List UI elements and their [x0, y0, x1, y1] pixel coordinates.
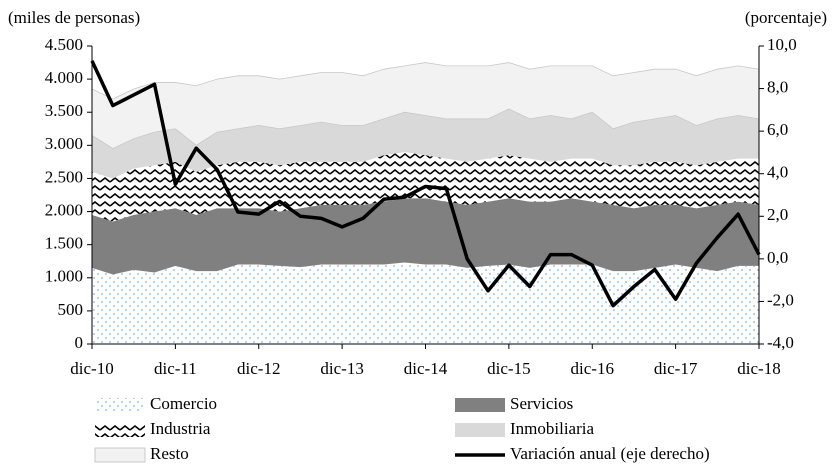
x-tick-label: dic-17 — [654, 359, 698, 378]
y2-tick-label: -2,0 — [767, 290, 794, 309]
legend-swatch — [455, 398, 505, 412]
y-tick-label: 2.000 — [45, 200, 83, 219]
y-tick-label: 3.000 — [45, 134, 83, 153]
y-tick-label: 1.500 — [45, 234, 83, 253]
y-tick-label: 500 — [58, 300, 84, 319]
x-tick-label: dic-13 — [320, 359, 363, 378]
y2-tick-label: 10,0 — [767, 35, 797, 54]
legend-label: Industria — [150, 419, 211, 438]
legend-swatch — [94, 447, 146, 463]
y-tick-label: 0 — [75, 333, 84, 352]
y-tick-label: 2.500 — [45, 167, 83, 186]
area — [92, 262, 759, 344]
legend-label: Servicios — [510, 394, 573, 413]
y-axis-label: (miles de personas) — [8, 8, 140, 27]
x-tick-label: dic-10 — [70, 359, 113, 378]
y2-tick-label: 6,0 — [767, 120, 788, 139]
y-tick-label: 4.500 — [45, 35, 83, 54]
y2-tick-label: -4,0 — [767, 333, 794, 352]
y-tick-label: 4.000 — [45, 68, 83, 87]
x-tick-label: dic-14 — [404, 359, 448, 378]
x-tick-label: dic-16 — [571, 359, 614, 378]
y2-tick-label: 2,0 — [767, 205, 788, 224]
legend-swatch — [95, 423, 145, 437]
legend-swatch — [455, 423, 505, 437]
y2-tick-label: 0,0 — [767, 248, 788, 267]
y-tick-label: 3.500 — [45, 101, 83, 120]
area — [92, 108, 759, 179]
legend-label: Variación anual (eje derecho) — [510, 444, 710, 463]
x-tick-label: dic-15 — [487, 359, 530, 378]
legend-label: Comercio — [150, 394, 217, 413]
x-tick-label: dic-18 — [737, 359, 780, 378]
y-tick-label: 1.000 — [45, 267, 83, 286]
y2-axis-label: (porcentaje) — [745, 8, 827, 27]
y2-tick-label: 8,0 — [767, 77, 788, 96]
x-tick-label: dic-11 — [154, 359, 197, 378]
legend-label: Resto — [150, 444, 189, 463]
legend-swatch — [95, 398, 145, 412]
line — [90, 60, 761, 308]
area — [92, 198, 759, 275]
legend-label: Inmobiliaria — [510, 419, 594, 438]
x-tick-label: dic-12 — [237, 359, 280, 378]
y2-tick-label: 4,0 — [767, 163, 788, 182]
